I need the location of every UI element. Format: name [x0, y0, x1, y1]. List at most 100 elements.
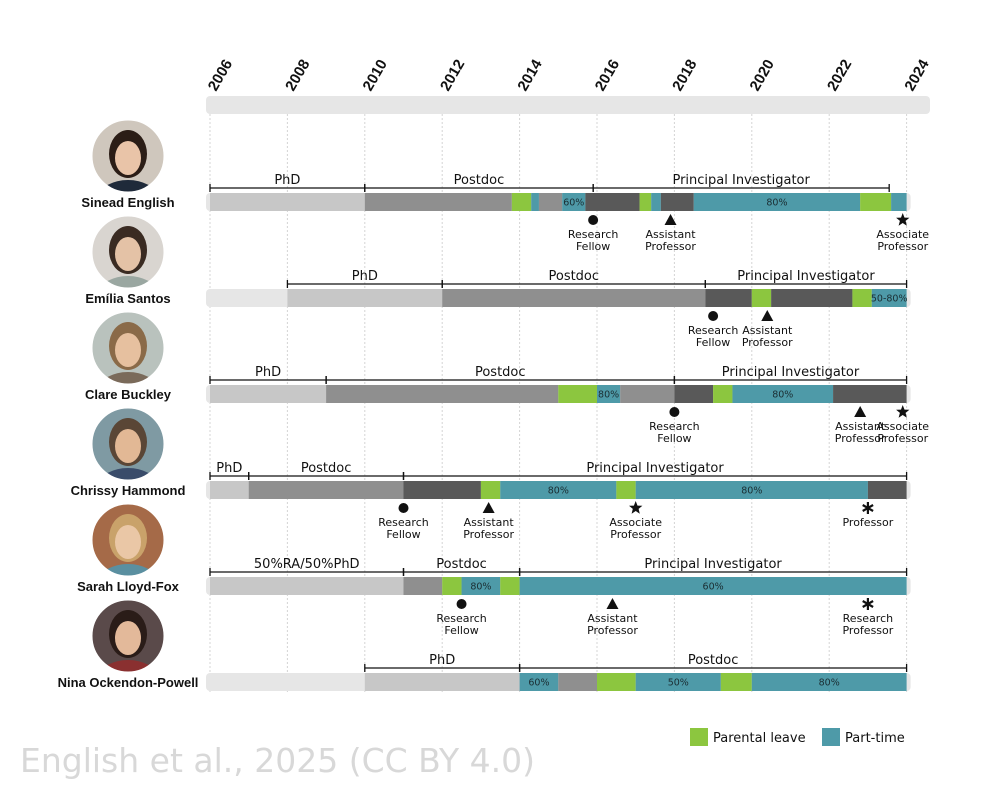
event-label: Research: [649, 420, 699, 433]
event-star-icon: [629, 501, 643, 514]
segment-postdoc: [538, 193, 563, 211]
segment-postdoc: [326, 385, 559, 403]
event-triangle-icon: [606, 598, 619, 609]
legend-swatch-part-time: [822, 728, 840, 746]
event-triangle-icon: [664, 214, 677, 225]
event-label: Professor: [835, 432, 886, 445]
legend-label-parental-leave: Parental leave: [713, 731, 806, 746]
segment-percent-label: 80%: [766, 198, 787, 209]
segment-part-time: [461, 577, 501, 595]
segment-parental-leave: [751, 289, 772, 307]
segment-pi: [674, 385, 714, 403]
event-circle-icon: [456, 599, 467, 609]
stage-label: PhD: [429, 653, 455, 668]
segment-part-time: [891, 193, 907, 211]
stage-label: Principal Investigator: [672, 173, 810, 188]
year-label-2022: 2022: [824, 57, 855, 94]
event-asterisk-icon: [862, 502, 874, 514]
year-label-2014: 2014: [514, 56, 546, 94]
legend-swatch-parental-leave: [690, 728, 708, 746]
person-row-4: Chrissy Hammond 80% 80% PhD Postdoc Principal…: [71, 407, 911, 541]
stage-label: Postdoc: [688, 653, 739, 668]
event-label: Professor: [842, 624, 893, 637]
stage-label: PhD: [352, 269, 378, 284]
person-row-2: Emília Santos 50-80% PhD Postdoc Principal I…: [85, 215, 911, 349]
segment-parental-leave: [480, 481, 501, 499]
segment-percent-label: 80%: [598, 390, 619, 401]
stage-label: Principal Investigator: [644, 557, 782, 572]
segment-phd: [210, 385, 327, 403]
segment-part-time: [562, 193, 586, 211]
segment-percent-label: 60%: [703, 582, 724, 593]
segment-parental-leave: [639, 193, 652, 211]
person-row-6: Nina Ockendon-Powell 60% 50% 80% PhD Postdoc: [58, 599, 911, 691]
event-label: Research: [568, 228, 618, 241]
event-label: Assistant: [645, 228, 696, 241]
event-star-icon: [896, 213, 910, 226]
segment-postdoc: [248, 481, 404, 499]
stage-label: Principal Investigator: [737, 269, 875, 284]
event-label: Professor: [742, 336, 793, 349]
segment-percent-label: 60%: [528, 678, 549, 689]
segment-percent-label: 50%: [668, 678, 689, 689]
event-label: Professor: [463, 528, 514, 541]
segment-parental-leave: [860, 193, 892, 211]
segment-percent-label: 80%: [819, 678, 840, 689]
segment-parental-leave: [713, 385, 733, 403]
event-label: Assistant: [835, 420, 886, 433]
credit-text: English et al., 2025 (CC BY 4.0): [20, 741, 535, 780]
event-label: Professor: [587, 624, 638, 637]
segment-part-time: [871, 289, 907, 307]
event-label: Research: [436, 612, 486, 625]
event-label: Assistant: [587, 612, 638, 625]
event-circle-icon: [398, 503, 409, 513]
segment-phd: [210, 577, 404, 595]
segment-parental-leave: [852, 289, 872, 307]
stage-label: Postdoc: [454, 173, 505, 188]
segment-parental-leave: [616, 481, 636, 499]
event-label: Research: [843, 612, 893, 625]
person-name: Sarah Lloyd-Fox: [77, 579, 180, 594]
segment-percent-label: 80%: [741, 486, 762, 497]
event-circle-icon: [588, 215, 599, 225]
segment-part-time: [635, 673, 721, 691]
stage-label: Principal Investigator: [722, 365, 860, 380]
stage-label: PhD: [274, 173, 300, 188]
person-photo: [91, 407, 165, 481]
event-label: Fellow: [657, 432, 691, 445]
event-triangle-icon: [761, 310, 774, 321]
person-name: Clare Buckley: [85, 387, 172, 402]
segment-pi: [771, 289, 853, 307]
event-label: Assistant: [464, 516, 515, 529]
segment-pi: [833, 385, 907, 403]
year-label-2008: 2008: [282, 57, 313, 94]
event-triangle-icon: [854, 406, 867, 417]
event-label: Professor: [645, 240, 696, 253]
segment-part-time: [751, 673, 907, 691]
event-label: Associate: [609, 516, 662, 529]
stage-label: PhD: [216, 461, 242, 476]
event-label: Professor: [610, 528, 661, 541]
segment-pre: [210, 673, 365, 691]
segment-pre: [210, 289, 288, 307]
person-row-3: Clare Buckley 80% 80% PhD Postdoc Principal I…: [85, 311, 929, 445]
event-label: Professor: [842, 516, 893, 529]
segment-part-time: [531, 193, 539, 211]
stage-label: PhD: [255, 365, 281, 380]
person-photo: [91, 215, 165, 289]
year-label-2018: 2018: [669, 57, 700, 94]
segment-phd: [364, 673, 520, 691]
stage-label: 50%RA/50%PhD: [254, 557, 360, 572]
person-photo: [91, 599, 165, 673]
segment-phd: [210, 193, 365, 211]
event-label: Research: [378, 516, 428, 529]
legend: Parental leave Part-time: [690, 728, 905, 746]
event-triangle-icon: [482, 502, 495, 513]
stage-label: Postdoc: [436, 557, 487, 572]
event-label: Fellow: [576, 240, 610, 253]
segment-pi: [585, 193, 640, 211]
person-name: Nina Ockendon-Powell: [58, 675, 199, 690]
segment-postdoc: [442, 289, 706, 307]
year-label-2012: 2012: [437, 57, 468, 94]
